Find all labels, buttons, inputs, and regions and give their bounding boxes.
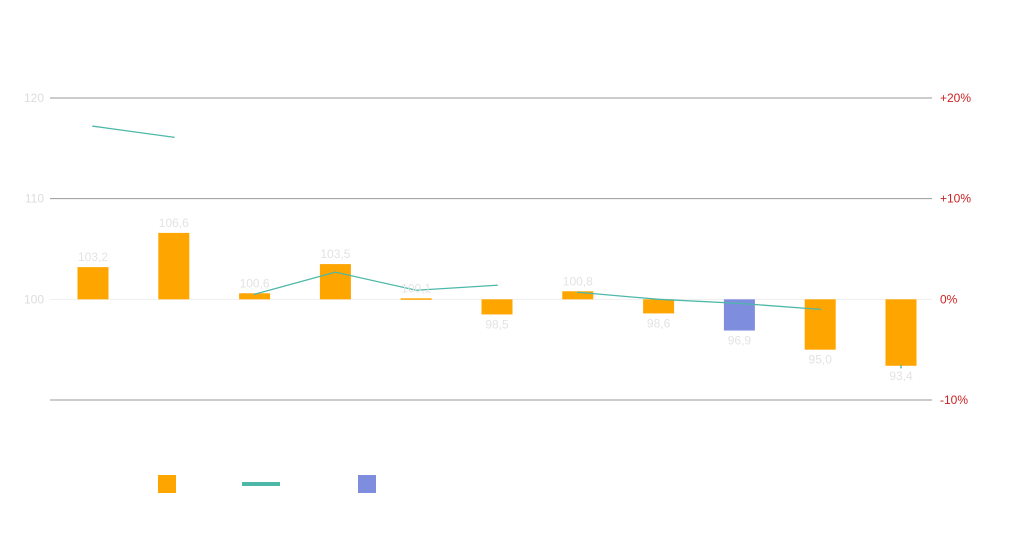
y2-tick-label: -10% xyxy=(940,393,968,407)
data-label: 95,0 xyxy=(809,353,833,367)
legend-swatch xyxy=(158,475,176,493)
y-tick-label: 100 xyxy=(24,292,44,306)
line-point xyxy=(738,302,741,305)
bar xyxy=(400,298,432,300)
bar-layer xyxy=(77,232,917,366)
data-label: 100,6 xyxy=(240,276,270,290)
series-line xyxy=(92,125,174,138)
y2-tick-label: +20% xyxy=(940,91,971,105)
line-point xyxy=(92,125,94,127)
legend xyxy=(158,475,376,493)
y-tick-label: 120 xyxy=(24,91,44,105)
y-tick-label: 110 xyxy=(25,192,44,206)
line-point xyxy=(819,308,821,311)
line-point xyxy=(577,291,579,294)
line-point xyxy=(496,284,498,287)
grid-layer: +20% +10% 0% -10% 120 110 100 xyxy=(24,91,971,407)
bar xyxy=(239,293,271,300)
data-label: 106,6 xyxy=(159,216,189,230)
data-label: 100,8 xyxy=(563,274,593,288)
bar xyxy=(481,299,513,315)
line-point xyxy=(900,364,902,367)
data-label: 100,1 xyxy=(401,281,431,295)
label-layer: 103,2 106,6 100,6 103,5 100,1 98,5 100,8 98,6 96… xyxy=(78,216,913,383)
series-line xyxy=(254,271,498,295)
data-label: 98,6 xyxy=(647,316,671,330)
line-point xyxy=(415,289,418,292)
y2-tick-label: +10% xyxy=(940,192,971,206)
bar xyxy=(562,291,594,300)
line-point xyxy=(900,366,902,369)
data-label: 98,5 xyxy=(485,317,509,331)
legend-swatch xyxy=(358,475,376,493)
bar xyxy=(319,264,351,300)
line-point xyxy=(657,298,660,301)
line-point xyxy=(334,271,337,273)
data-label: 103,2 xyxy=(78,250,108,264)
line-point xyxy=(173,136,175,139)
y2-tick-label: 0% xyxy=(940,292,958,306)
data-label: 93,4 xyxy=(889,369,913,383)
line-layer xyxy=(92,125,902,369)
bar xyxy=(158,232,190,300)
bar xyxy=(885,299,917,366)
bar xyxy=(77,267,109,300)
bar xyxy=(643,299,675,314)
data-label: 103,5 xyxy=(320,247,350,261)
series-line xyxy=(577,291,821,311)
line-point xyxy=(253,293,256,296)
bar xyxy=(804,299,836,350)
data-label: 96,9 xyxy=(728,334,752,348)
